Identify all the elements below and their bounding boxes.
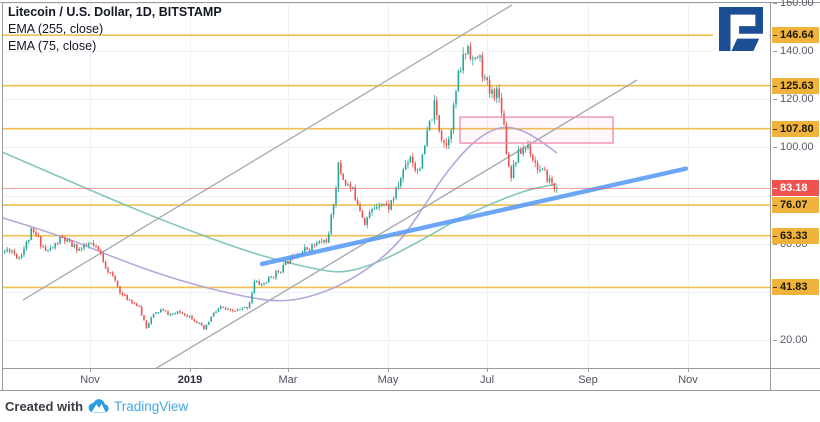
level-price-badge: 63.33: [772, 227, 819, 244]
x-axis-label: 2019: [177, 374, 203, 386]
roboforex-r-icon: [719, 6, 763, 51]
level-price-badge: 146.64: [772, 27, 819, 44]
symbol-title[interactable]: Litecoin / U.S. Dollar, 1D, BITSTAMP: [8, 5, 222, 19]
x-axis-label: May: [377, 374, 399, 386]
time-axis[interactable]: Nov 2019 Mar May Jul Sep Nov: [0, 368, 770, 390]
tradingview-brand-link[interactable]: TradingView: [114, 398, 189, 414]
x-axis-label: Mar: [278, 374, 298, 386]
tradingview-logo-icon[interactable]: [88, 399, 109, 413]
roboforex-logo: [713, 3, 769, 54]
x-axis-label: Sep: [578, 374, 598, 386]
y-axis-label: 160.00: [772, 0, 814, 9]
y-axis-label: 100.00: [772, 141, 814, 153]
y-axis-label: 120.00: [772, 93, 814, 105]
indicator-ema-255[interactable]: EMA (255, close): [8, 22, 104, 36]
attribution: Created with TradingView: [5, 393, 188, 419]
price-axis[interactable]: 160.00 140.00 120.00 100.00 60.00 20.00 146.64…: [770, 0, 820, 390]
level-price-badge: 41.83: [772, 279, 819, 296]
y-axis-label: 140.00: [772, 45, 814, 57]
level-price-badge: 125.63: [772, 77, 819, 94]
y-axis-label: 20.00: [772, 334, 808, 346]
x-axis-label: Nov: [678, 374, 698, 386]
legend: Litecoin / U.S. Dollar, 1D, BITSTAMP EMA…: [8, 4, 222, 55]
created-with-label: Created with: [5, 398, 84, 414]
current-price-badge: 83.18: [772, 179, 819, 196]
indicator-ema-75[interactable]: EMA (75, close): [8, 39, 97, 53]
x-axis-label: Jul: [479, 374, 495, 386]
level-price-badge: 107.80: [772, 120, 819, 137]
x-axis-label: Nov: [80, 374, 100, 386]
level-price-badge: 76.07: [772, 197, 819, 214]
